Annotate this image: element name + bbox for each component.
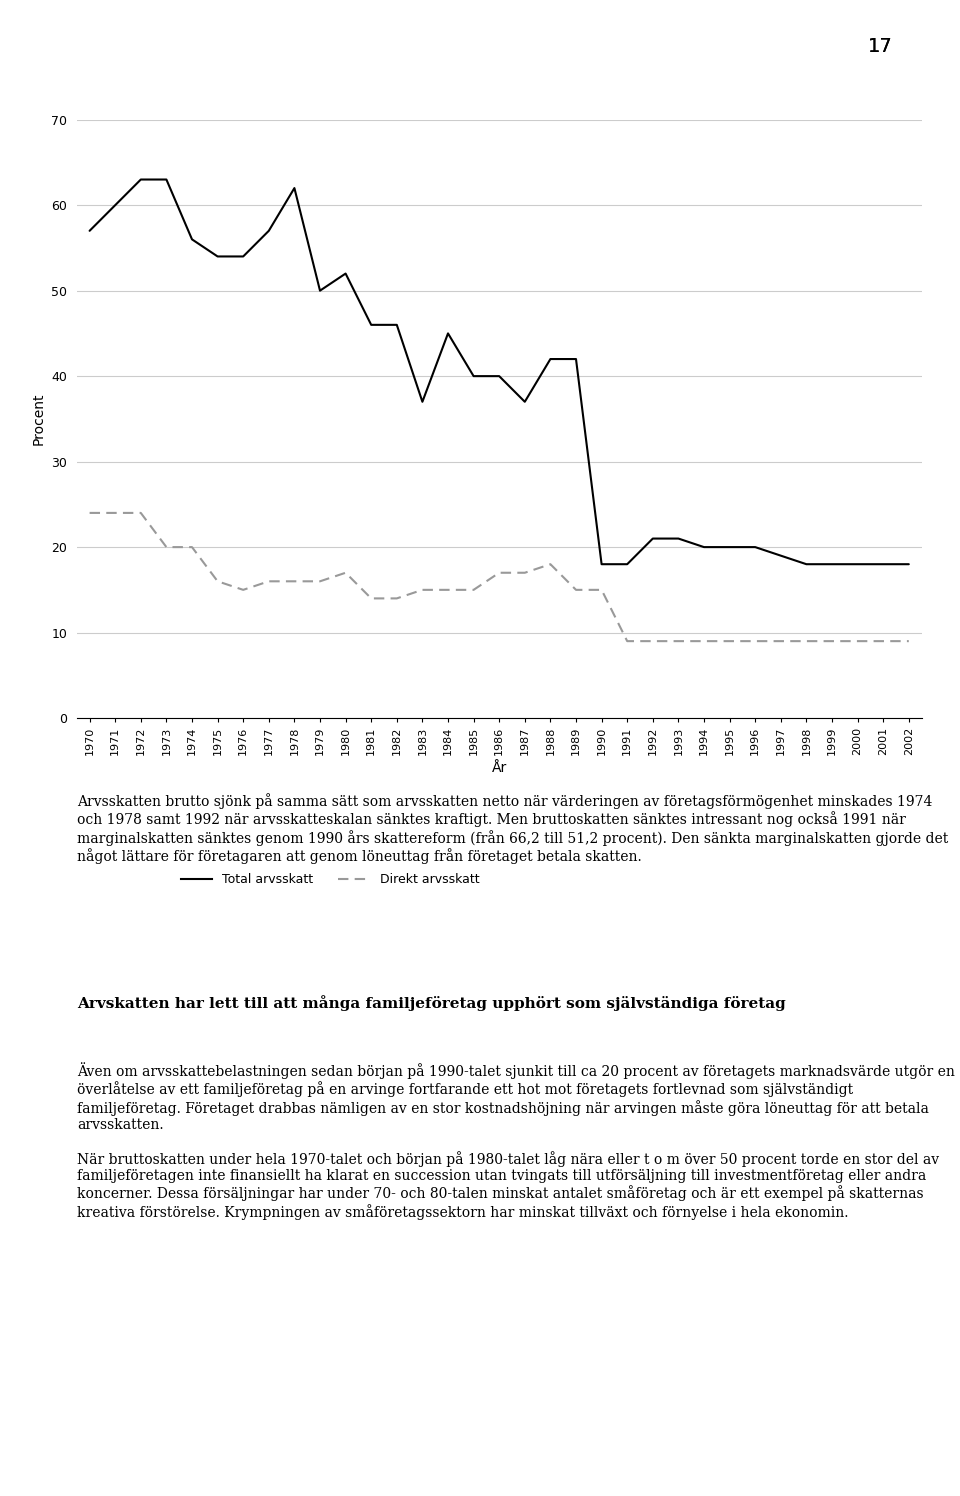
Text: Även om arvsskattebelastningen sedan början på 1990-talet sjunkit till ca 20 pro: Även om arvsskattebelastningen sedan bör… <box>77 1062 954 1219</box>
Text: Arvsskatten brutto sjönk på samma sätt som arvsskatten netto när värderingen av : Arvsskatten brutto sjönk på samma sätt s… <box>77 793 948 865</box>
Y-axis label: Procent: Procent <box>32 392 45 446</box>
X-axis label: År: År <box>492 761 507 775</box>
Legend: Total arvsskatt, Direkt arvsskatt: Total arvsskatt, Direkt arvsskatt <box>176 868 485 892</box>
Text: 17: 17 <box>868 37 893 57</box>
Text: Arvskatten har lett till att många familjeföretag upphört som självständiga före: Arvskatten har lett till att många famil… <box>77 995 785 1011</box>
Text: 17: 17 <box>868 37 893 57</box>
